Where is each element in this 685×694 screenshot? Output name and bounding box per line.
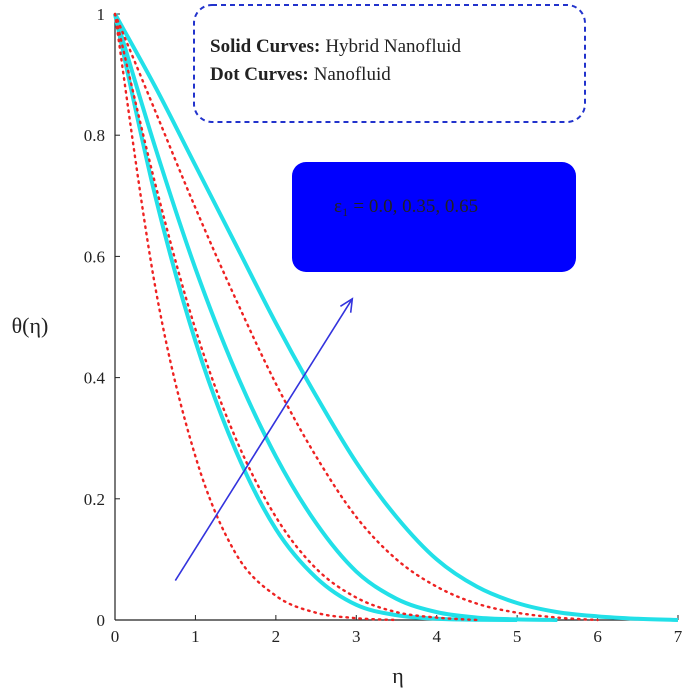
trend-arrow bbox=[174, 298, 353, 582]
y-tick-label: 0.8 bbox=[84, 126, 105, 145]
legend-dot-label: Dot Curves: bbox=[210, 64, 309, 85]
x-tick-label: 1 bbox=[191, 627, 200, 646]
x-tick-label: 2 bbox=[272, 627, 281, 646]
y-tick-label: 0 bbox=[97, 611, 106, 630]
hybrid-nanofluid-curve bbox=[113, 13, 518, 622]
legend: Solid Curves: Hybrid Nanofluid Dot Curves… bbox=[193, 4, 586, 123]
legend-solid-label: Solid Curves: bbox=[210, 36, 320, 57]
series-layer bbox=[113, 12, 679, 622]
y-ticks: 0 0.2 0.4 0.6 0.8 1 bbox=[84, 5, 120, 630]
nanofluid-curve bbox=[113, 12, 599, 622]
x-tick-label: 6 bbox=[593, 627, 602, 646]
x-axis-title: η bbox=[392, 663, 404, 688]
parameter-box bbox=[292, 162, 576, 272]
x-tick-label: 7 bbox=[674, 627, 683, 646]
y-axis-title: θ(η) bbox=[12, 313, 49, 338]
x-tick-label: 3 bbox=[352, 627, 361, 646]
hybrid-nanofluid-curve bbox=[113, 13, 679, 622]
trend-arrowhead bbox=[339, 297, 354, 313]
hybrid-nanofluid-curve bbox=[113, 13, 558, 622]
y-tick-label: 0.6 bbox=[84, 247, 105, 266]
x-tick-label: 4 bbox=[432, 627, 441, 646]
y-tick-label: 0.4 bbox=[84, 369, 106, 388]
legend-solid-line: Solid Curves: Hybrid Nanofluid bbox=[210, 36, 461, 57]
legend-solid-text: Hybrid Nanofluid bbox=[325, 36, 461, 57]
legend-dot-text: Nanofluid bbox=[314, 64, 392, 85]
y-tick-label: 0.2 bbox=[84, 490, 105, 509]
legend-dot-line: Dot Curves: Nanofluid bbox=[210, 64, 391, 85]
x-tick-label: 0 bbox=[111, 627, 120, 646]
legend-box bbox=[193, 4, 586, 123]
nanofluid-curve bbox=[113, 12, 398, 622]
parameter-annotation: ε₁ = 0.0, 0.35, 0.65 bbox=[292, 162, 576, 272]
x-ticks: 0 1 2 3 4 5 6 7 bbox=[111, 615, 683, 646]
y-tick-label: 1 bbox=[97, 5, 106, 24]
x-tick-label: 5 bbox=[513, 627, 522, 646]
parameter-text: ε₁ = 0.0, 0.35, 0.65 bbox=[334, 196, 478, 217]
